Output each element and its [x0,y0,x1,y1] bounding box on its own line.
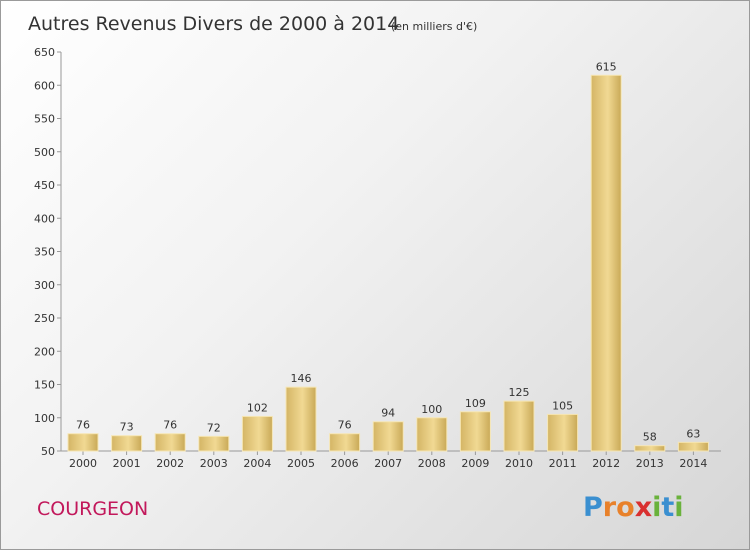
bars: 76 73 76 72 102 146 76 94 100 109 125 105 615 58 63 [67,60,709,452]
chart-subtitle: (en milliers d'€) [391,20,477,33]
x-tick-label: 2001 [113,457,141,470]
data-label: 94 [381,407,395,420]
data-label: 73 [120,421,134,434]
bar [111,435,143,452]
logo-letter: o [616,492,635,523]
logo-letter: i [652,492,661,523]
bar [372,421,404,452]
y-tick-label: 400 [34,212,55,225]
bar [285,386,317,452]
y-tick-label: 200 [34,345,55,358]
logo-letter: x [635,492,652,523]
x-tick-label: 2006 [331,457,359,470]
y-tick-label: 650 [34,46,55,59]
data-label: 72 [207,421,221,434]
commune-name: COURGEON [37,498,148,520]
data-label: 58 [643,431,657,444]
x-tick-label: 2014 [679,457,707,470]
y-tick-label: 600 [34,79,55,92]
y-tick-label: 150 [34,379,55,392]
y-tick-label: 250 [34,312,55,325]
bar [67,433,99,452]
data-label: 109 [465,397,486,410]
bar [329,433,361,452]
bar [154,433,186,452]
y-axis: 50 100 150 200 250 300 350 400 450 500 550 600 650 20… [34,46,721,470]
logo-letter: i [674,492,683,523]
x-tick-label: 2007 [374,457,402,470]
x-tick-label: 2000 [69,457,97,470]
chart-title: Autres Revenus Divers de 2000 à 2014 [28,13,399,35]
data-label: 76 [338,419,352,432]
x-tick-label: 2010 [505,457,533,470]
data-label: 63 [686,427,700,440]
data-label: 615 [596,60,617,73]
data-label: 125 [509,386,530,399]
x-tick-label: 2003 [200,457,228,470]
x-tick-label: 2002 [156,457,184,470]
x-tick-label: 2012 [592,457,620,470]
x-tick-label: 2005 [287,457,315,470]
bar [503,400,535,452]
y-tick-label: 300 [34,279,55,292]
y-tick-label: 100 [34,412,55,425]
y-tick-label: 450 [34,179,55,192]
y-tick-label: 500 [34,146,55,159]
proxiti-logo: Proxiti [583,492,684,523]
bar [677,441,709,452]
logo-letter: P [583,492,603,523]
data-label: 105 [552,399,573,412]
data-label: 76 [76,419,90,432]
x-tick-label: 2009 [461,457,489,470]
x-tick-label: 2004 [243,457,271,470]
data-label: 100 [421,403,442,416]
x-tick-label: 2013 [636,457,664,470]
y-tick-label: 550 [34,113,55,126]
bar [416,417,448,452]
x-tick-label: 2011 [549,457,577,470]
y-tick-label: 350 [34,246,55,259]
bar [634,445,666,452]
data-label: 76 [163,419,177,432]
logo-letter: r [603,492,617,523]
logo-letter: t [661,492,674,523]
data-label: 146 [291,372,312,385]
bar [459,411,491,452]
x-tick-label: 2008 [418,457,446,470]
y-tick-label: 50 [41,445,55,458]
bar [241,415,273,452]
bar [198,435,230,452]
bar [547,413,579,452]
data-label: 102 [247,401,268,414]
bar [590,74,622,452]
